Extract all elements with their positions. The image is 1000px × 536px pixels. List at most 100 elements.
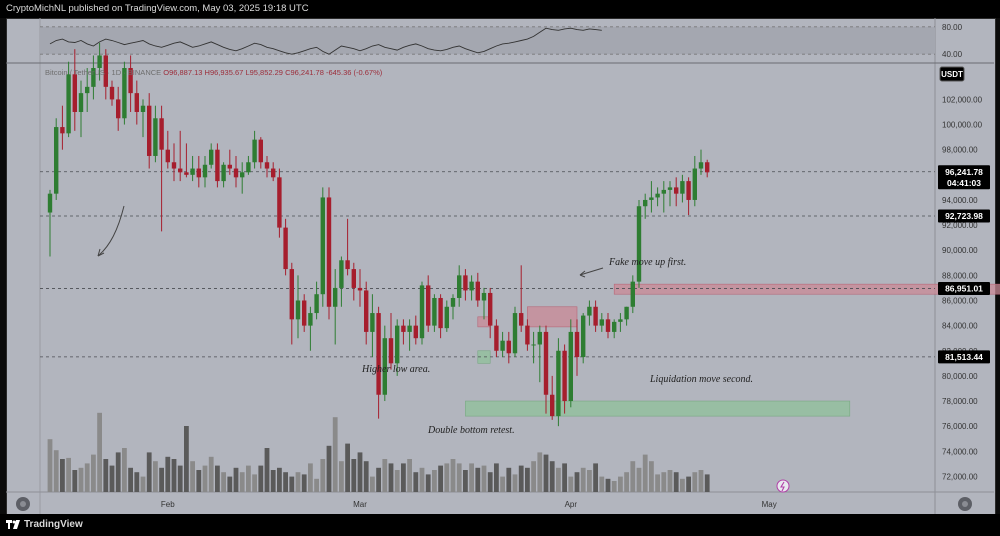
candle-body <box>444 306 449 329</box>
volume-bar <box>525 467 530 492</box>
candle-body <box>587 306 592 316</box>
candle-body <box>667 187 673 190</box>
candle-body <box>264 162 270 169</box>
price-tick-label: 92,000.00 <box>942 221 978 230</box>
volume-bar <box>233 467 239 492</box>
price-tick-label: 94,000.00 <box>942 196 978 205</box>
candle-body <box>475 281 480 301</box>
volume-bar <box>432 470 437 492</box>
volume-bar <box>153 461 158 492</box>
currency-label: USDT <box>941 70 963 79</box>
volume-bar <box>109 465 115 492</box>
candle-body <box>314 294 319 314</box>
price-tick-label: 78,000.00 <box>942 397 978 406</box>
candle-body <box>153 118 158 156</box>
volume-bar <box>487 472 493 492</box>
candle-body <box>395 325 400 364</box>
tradingview-brand[interactable]: TradingView <box>6 519 83 530</box>
legend-low: L95,852.29 <box>245 68 283 77</box>
candle-body <box>103 55 108 87</box>
candle-body <box>302 300 307 326</box>
candle-body <box>382 338 387 395</box>
candle-body <box>519 313 524 326</box>
volume-bar <box>593 463 598 492</box>
volume-bar <box>680 478 685 492</box>
volume-bar <box>320 459 326 492</box>
candle-body <box>215 149 220 182</box>
candle-body <box>47 193 53 213</box>
legend-high: H96,935.67 <box>204 68 244 77</box>
candle-body <box>308 313 313 326</box>
volume-bar <box>512 474 518 492</box>
volume-bar <box>562 463 567 492</box>
volume-bar <box>506 467 512 492</box>
candle-body <box>78 93 84 112</box>
candle-body <box>165 149 170 163</box>
volume-bar <box>618 476 623 492</box>
candle-body <box>655 193 660 198</box>
currency-button[interactable]: USDT <box>939 66 965 82</box>
publisher-text: CryptoMichNL published on TradingView.co… <box>6 3 309 14</box>
volume-bar <box>673 472 679 492</box>
candle-body <box>159 118 164 150</box>
annotations: Fake move up first. Higher low area. Liq… <box>97 205 753 436</box>
zone-layer <box>465 283 1000 417</box>
volume-bar <box>283 472 288 492</box>
candle-body <box>593 306 598 326</box>
volume-bar <box>84 463 90 492</box>
price-label-text: 96,241.78 <box>945 167 983 177</box>
candle-body <box>140 105 146 112</box>
volume-bar <box>190 461 195 492</box>
candle-body <box>109 86 115 100</box>
volume-bar <box>177 465 183 492</box>
candle-body <box>506 340 511 354</box>
candle-body <box>568 331 573 402</box>
candle-body <box>295 300 301 320</box>
volume-bar <box>698 470 704 492</box>
volume-bar <box>215 465 220 492</box>
candle-body <box>537 331 542 345</box>
time-tick-label: May <box>762 500 777 509</box>
volume-bar <box>624 472 629 492</box>
volume-bar <box>184 426 189 492</box>
volume-bar <box>370 476 375 492</box>
volume-bar <box>469 463 474 492</box>
volume-bar <box>667 470 673 492</box>
candle-body <box>419 285 425 339</box>
volume-bar <box>308 463 313 492</box>
volume-bar <box>425 474 431 492</box>
candle-body <box>66 74 71 134</box>
volume-bar <box>419 467 425 492</box>
candle-body <box>618 319 623 322</box>
candle-body <box>636 206 642 282</box>
candle-body <box>202 164 208 178</box>
volume-bar <box>704 474 710 492</box>
volume-bar <box>295 472 301 492</box>
volume-bar <box>72 470 78 492</box>
scroll-left-dot-icon <box>20 501 26 507</box>
candle-body <box>252 139 257 163</box>
volume-bar <box>47 439 53 492</box>
candle-body <box>413 325 418 339</box>
volume-bar <box>692 472 698 492</box>
candle-body <box>574 331 580 358</box>
price-tick-label: 76,000.00 <box>942 422 978 431</box>
candle-body <box>60 127 65 134</box>
candle-body <box>85 86 90 94</box>
volume-bar <box>326 445 332 492</box>
volume-bar <box>252 474 257 492</box>
candle-body <box>432 297 437 326</box>
volume-bar <box>91 454 96 492</box>
event-marker[interactable] <box>776 479 790 493</box>
time-axis[interactable]: Feb Mar Apr May <box>161 500 777 509</box>
time-tick-label: Mar <box>353 500 367 509</box>
volume-bar <box>221 472 226 492</box>
volume-bar <box>543 454 549 492</box>
annotation-fake-move: Fake move up first. <box>608 257 686 268</box>
volume-bar <box>159 467 164 492</box>
arrow-head-icon <box>97 248 105 257</box>
brand-label: TradingView <box>24 519 83 530</box>
price-label-box <box>938 209 990 223</box>
